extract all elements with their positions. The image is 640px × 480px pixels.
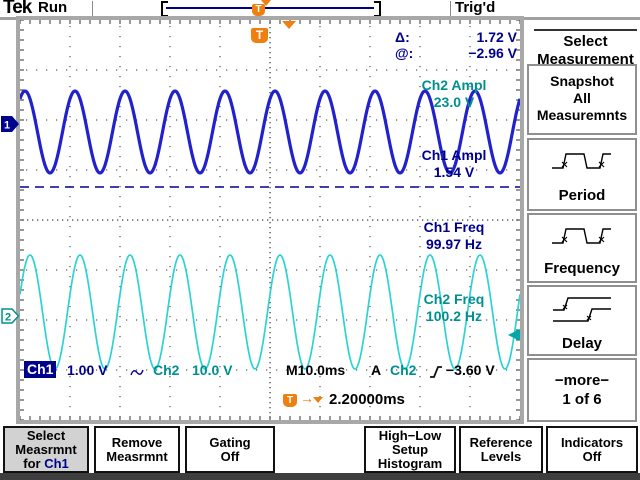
at-value: −2.96 V (468, 45, 517, 61)
ch2-ampl-value: 23.0 V (433, 94, 475, 110)
trigger-position-t-icon: T (251, 28, 268, 43)
tek-logo: Tek (3, 0, 32, 18)
acquisition-status: Run (38, 0, 68, 16)
softkey-remove-measrmnt[interactable]: Remove Measrmnt (94, 426, 180, 473)
ch2-freq-readout: Ch2 Freq 100.2 Hz (392, 291, 516, 325)
record-trigger-t-icon: T (252, 4, 265, 16)
delta-label: Δ: (395, 29, 410, 45)
trigger-time-delta-icon (313, 397, 323, 403)
record-view-right-bracket (374, 1, 381, 17)
trigger-status: Trig'd (455, 0, 496, 16)
menu-title: Select Measurement (534, 29, 637, 69)
period-squarewave-icon (529, 147, 635, 178)
trigger-source: Ch2 (390, 362, 417, 378)
record-view-line (166, 7, 374, 9)
selected-channel: Ch1 (44, 455, 69, 471)
at-label: @: (395, 45, 414, 61)
top-status-bar: Tek Run T Trig'd (0, 0, 640, 18)
softkey-reference-levels[interactable]: Reference Levels (459, 426, 543, 473)
ch1-scale-badge: Ch1 (24, 361, 57, 378)
softkey-highlow-setup[interactable]: High−Low Setup Histogram (364, 426, 456, 473)
cursor-at-readout: @: −2.96 V (395, 45, 517, 61)
ch2-waveform (20, 254, 520, 370)
ch1-marker-label: 1 (4, 120, 10, 132)
right-softkey-panel: Select Measurement Snapshot All Measurem… (525, 20, 640, 424)
softkey-frequency[interactable]: Frequency (527, 213, 637, 283)
trigger-level-arrow-icon (508, 329, 520, 341)
ch1-scale: 1.00 V (67, 362, 108, 378)
trigger-time-arrow-icon: → (300, 390, 314, 406)
ac-coupling-sine-icon (130, 369, 144, 376)
bottom-bezel (0, 473, 640, 480)
softkey-period-label: Period (558, 187, 606, 204)
ch2-freq-value: 100.2 Hz (425, 308, 483, 324)
trigger-time-t-icon: T (283, 394, 297, 407)
topbar-divider (450, 1, 451, 16)
softkey-delay-label: Delay (561, 335, 603, 352)
topbar-divider (92, 1, 93, 16)
delay-edges-icon (529, 294, 635, 329)
cursor-delta-readout: Δ: 1.72 V (395, 29, 517, 45)
ch2-freq-label: Ch2 Freq (423, 291, 485, 307)
softkey-more[interactable]: −more− 1 of 6 (527, 358, 637, 422)
softkey-snapshot-all[interactable]: Snapshot All Measuremnts (527, 64, 637, 135)
graticule: Δ: 1.72 V @: −2.96 V Ch2 Ampl 23.0 V Ch1… (20, 20, 520, 420)
ch2-marker-label: 2 (5, 312, 11, 324)
ch1-freq-value: 99.97 Hz (425, 236, 483, 252)
softkey-frequency-label: Frequency (544, 260, 620, 277)
ch2-ampl-readout: Ch2 Ampl 23.0 V (392, 77, 516, 111)
softkey-delay[interactable]: Delay (527, 285, 637, 356)
delta-value: 1.72 V (476, 29, 517, 45)
trigger-level-readout: −3.60 V (446, 362, 495, 378)
ch2-scale: 10.0 V (192, 362, 233, 378)
trigger-mode: A (371, 362, 382, 378)
record-view-left-bracket (161, 1, 168, 17)
ch2-scale-label: Ch2 (153, 362, 180, 378)
record-trigger-arrow-icon (261, 0, 271, 6)
ch1-ampl-label: Ch1 Ampl (421, 147, 487, 163)
ch1-freq-readout: Ch1 Freq 99.97 Hz (392, 219, 516, 253)
trigger-position-arrow-icon (282, 21, 296, 29)
softkey-select-measrmnt[interactable]: Select Measrmnt for Ch1 (3, 426, 89, 473)
period-squarewave-icon (529, 222, 635, 253)
softkey-period[interactable]: Period (527, 138, 637, 211)
softkey-indicators[interactable]: Indicators Off (546, 426, 638, 473)
ch1-ampl-readout: Ch1 Ampl 1.54 V (392, 147, 516, 181)
ch1-ampl-value: 1.54 V (433, 164, 475, 180)
ch2-ampl-label: Ch2 Ampl (421, 77, 487, 93)
ch1-position-marker: 1 (1, 116, 19, 132)
ch2-position-marker: 2 (1, 308, 20, 324)
timebase-readout: M10.0ms (286, 362, 346, 378)
softkey-gating[interactable]: Gating Off (185, 426, 275, 473)
ch1-freq-label: Ch1 Freq (423, 219, 485, 235)
ch1-waveform (20, 89, 520, 175)
rising-edge-icon (430, 366, 442, 378)
waveform-display (20, 20, 520, 420)
trigger-time-value: 2.20000ms (329, 391, 405, 408)
